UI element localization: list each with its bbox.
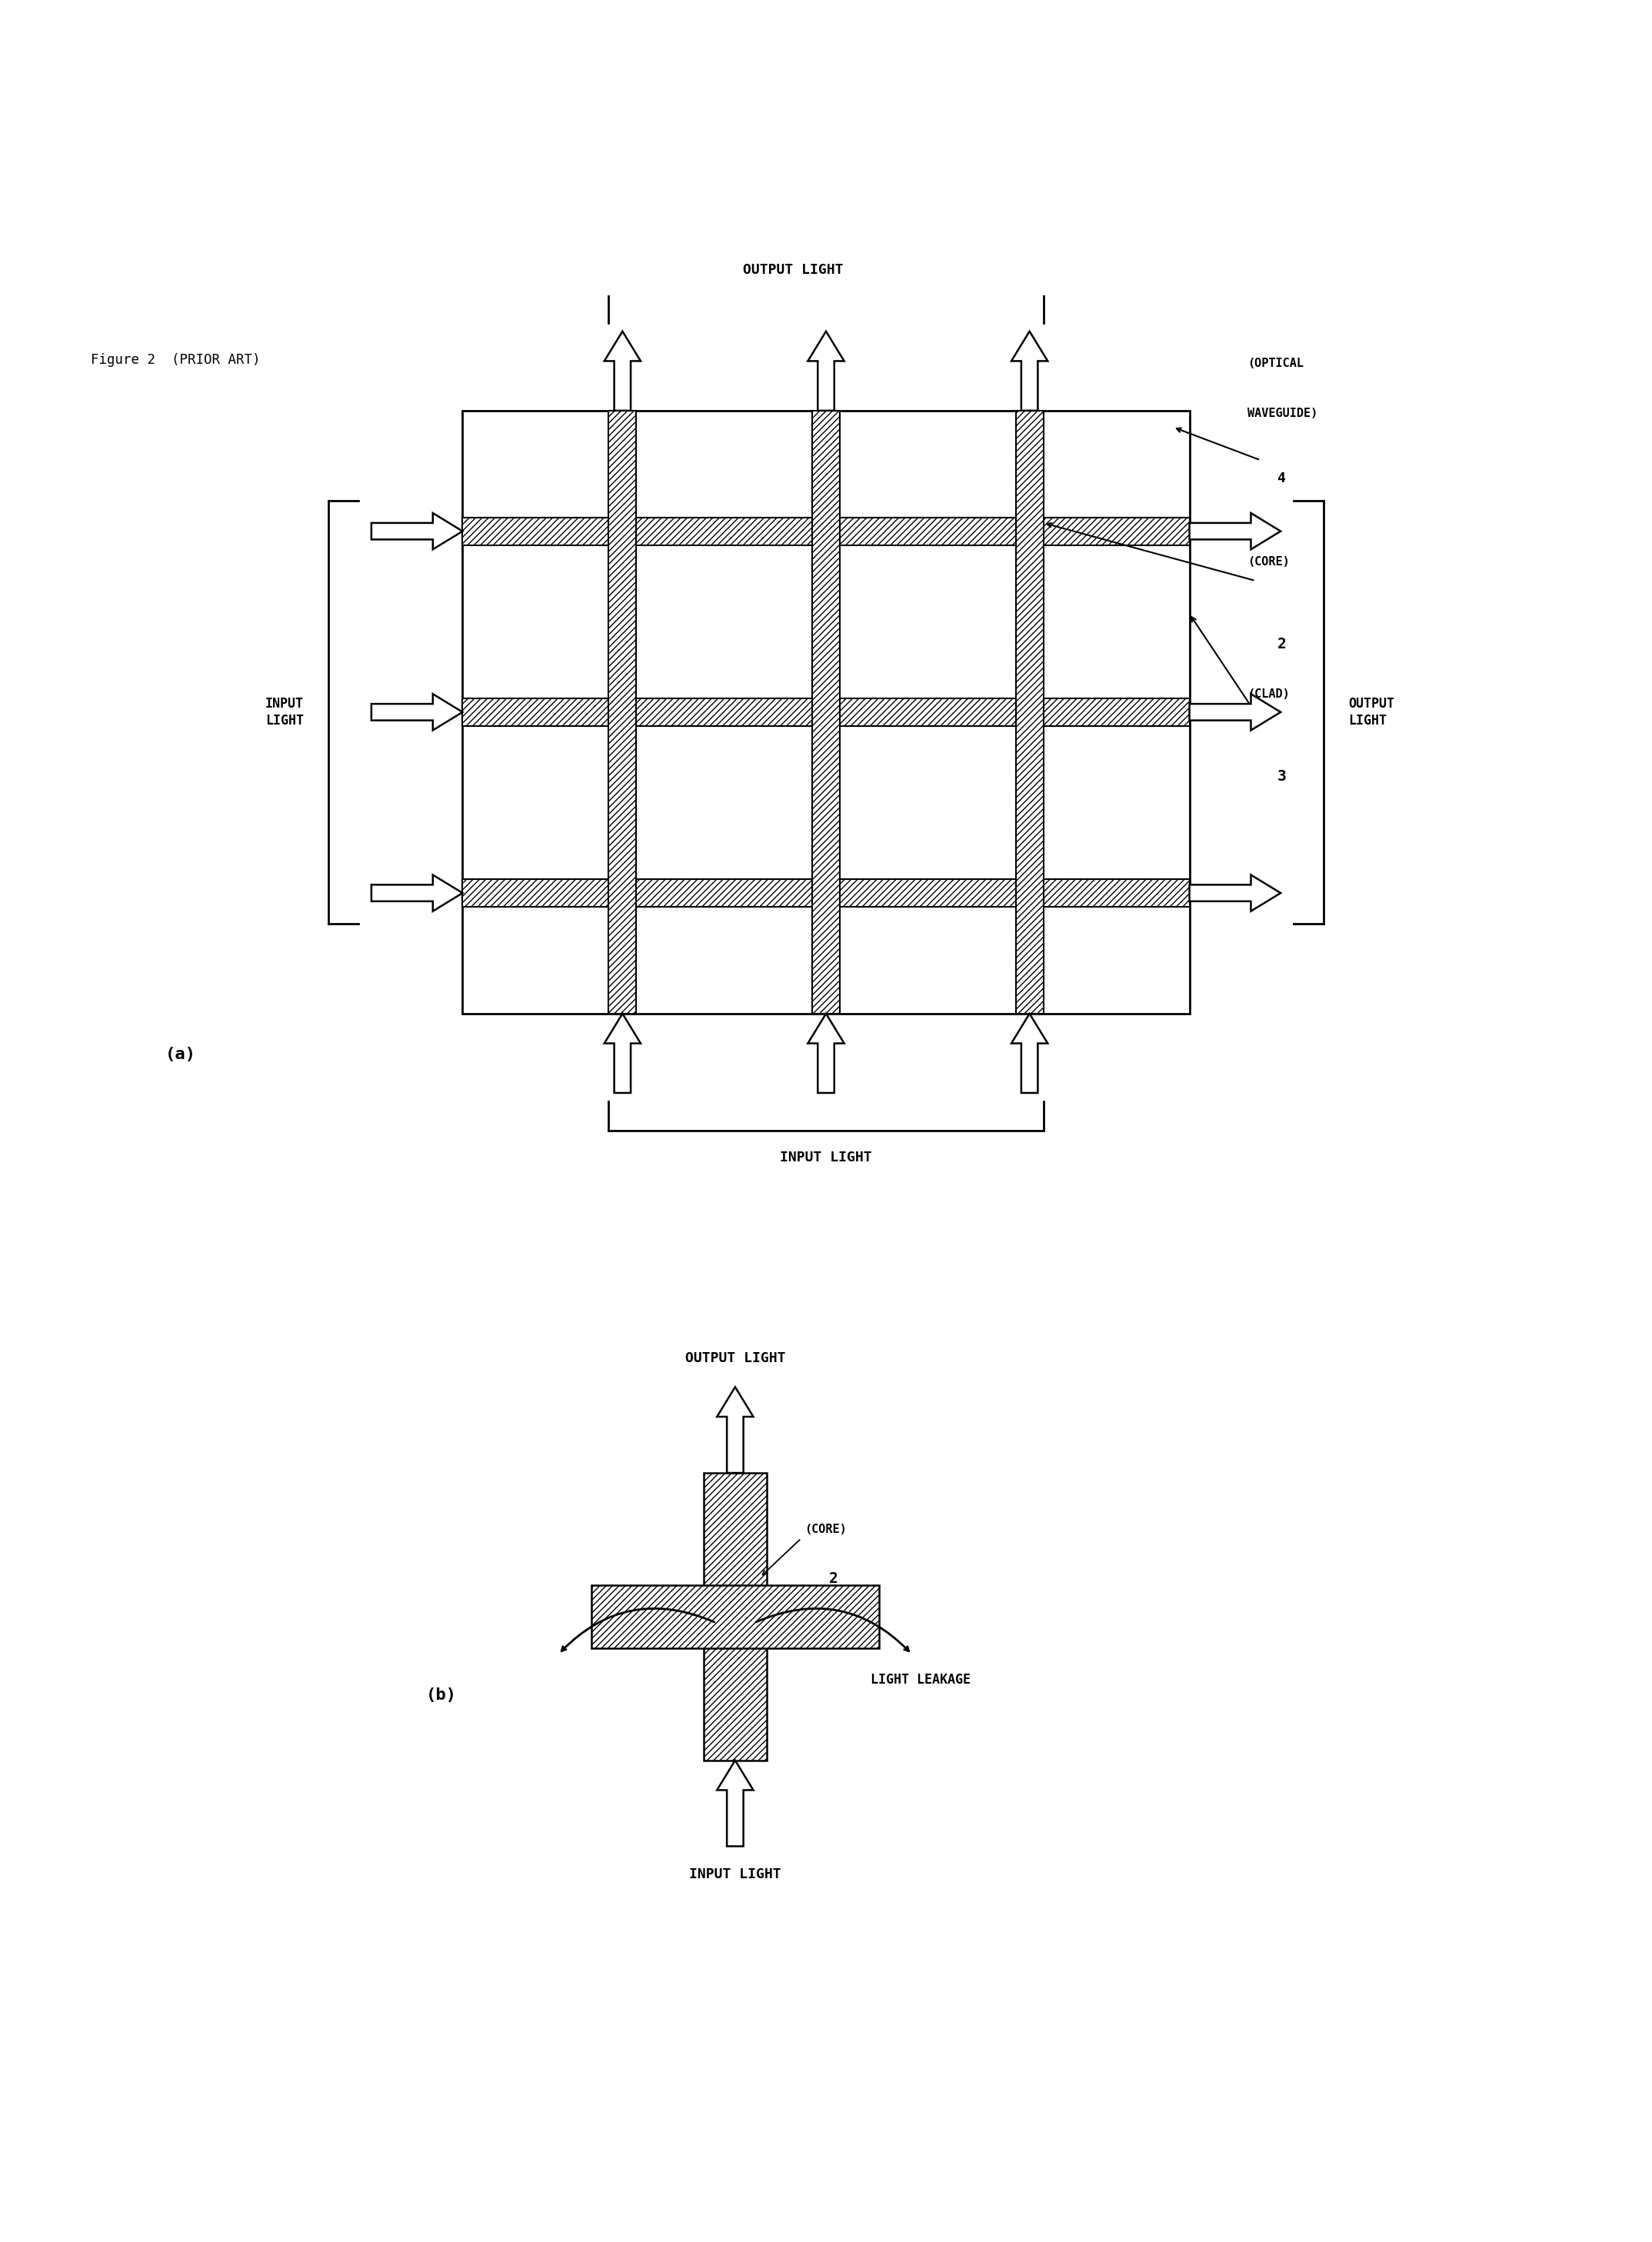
Polygon shape: [808, 1013, 844, 1092]
Text: INPUT LIGHT: INPUT LIGHT: [689, 1868, 781, 1881]
Polygon shape: [605, 1013, 641, 1092]
Bar: [1016, 410, 1044, 1013]
Polygon shape: [808, 332, 844, 410]
Text: WAVEGUIDE): WAVEGUIDE): [1247, 408, 1317, 419]
Polygon shape: [372, 695, 463, 731]
Text: (OPTICAL: (OPTICAL: [1247, 359, 1303, 370]
Polygon shape: [1189, 874, 1280, 910]
Bar: [608, 410, 636, 1013]
Text: Figure 2  (PRIOR ART): Figure 2 (PRIOR ART): [91, 352, 261, 368]
Polygon shape: [717, 1760, 753, 1845]
Text: OUTPUT
LIGHT: OUTPUT LIGHT: [1348, 697, 1394, 729]
Bar: [463, 697, 1189, 726]
Polygon shape: [372, 513, 463, 549]
Text: INPUT
LIGHT: INPUT LIGHT: [266, 697, 304, 729]
Bar: [463, 410, 1189, 1013]
Polygon shape: [1011, 332, 1047, 410]
Bar: [463, 518, 1189, 545]
Text: (b): (b): [426, 1688, 458, 1704]
Bar: [463, 879, 1189, 906]
Text: (CORE): (CORE): [1247, 556, 1289, 567]
Text: OUTPUT LIGHT: OUTPUT LIGHT: [686, 1352, 785, 1365]
Text: (a): (a): [165, 1047, 197, 1063]
Text: 3: 3: [1277, 769, 1285, 785]
Text: 4: 4: [1277, 471, 1285, 487]
Polygon shape: [1189, 695, 1280, 731]
Text: (CLAD): (CLAD): [1247, 688, 1289, 700]
Text: OUTPUT LIGHT: OUTPUT LIGHT: [743, 262, 843, 276]
Polygon shape: [372, 874, 463, 910]
Polygon shape: [605, 332, 641, 410]
Bar: [704, 1473, 767, 1760]
Bar: [813, 410, 839, 1013]
Bar: [591, 1585, 879, 1648]
Text: LIGHT LEAKAGE: LIGHT LEAKAGE: [871, 1673, 971, 1686]
Polygon shape: [1189, 513, 1280, 549]
Text: 2: 2: [829, 1572, 838, 1585]
Polygon shape: [717, 1388, 753, 1473]
Text: INPUT LIGHT: INPUT LIGHT: [780, 1150, 872, 1164]
Text: (CORE): (CORE): [805, 1525, 846, 1536]
Text: 2: 2: [1277, 637, 1285, 652]
Polygon shape: [1011, 1013, 1047, 1092]
